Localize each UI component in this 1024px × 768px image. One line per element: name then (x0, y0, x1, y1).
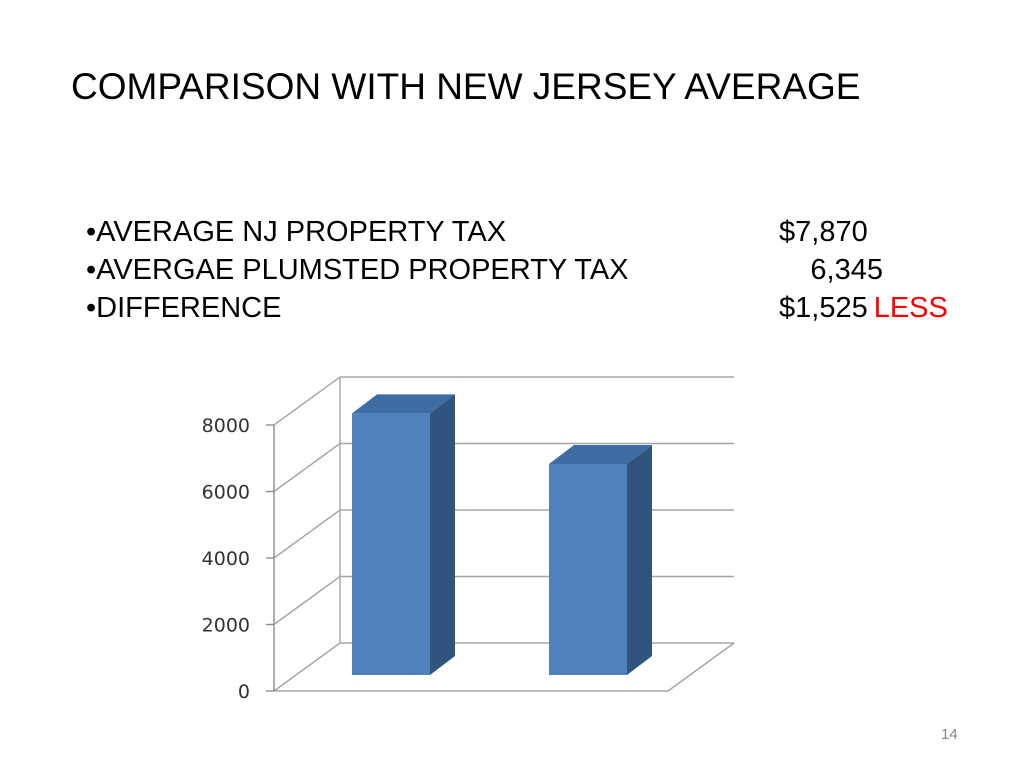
chart-bars (352, 394, 652, 675)
bullet-label: •AVERAGE NJ PROPERTY TAX (86, 216, 507, 248)
floor-right-edge (667, 642, 735, 692)
bar-front-face (352, 413, 430, 675)
bullet-value: 6,345 (810, 254, 883, 286)
difference-amount: $1,525 (779, 292, 868, 324)
chart-y-axis: 0 2000 4000 6000 8000 (202, 415, 275, 703)
bullet-value: $1,525 LESS (779, 289, 948, 327)
bar-side-face (627, 445, 652, 675)
page-number: 14 (941, 726, 958, 743)
y-tick-label: 4000 (202, 548, 250, 570)
y-tick-label: 6000 (202, 482, 250, 504)
bullet-value: $7,870 (779, 216, 868, 248)
bar-top-face (352, 394, 455, 414)
bar-front-face (549, 464, 627, 675)
y-tick-label: 2000 (202, 615, 250, 637)
y-tick-label: 0 (238, 681, 250, 703)
chart-grid (273, 376, 735, 692)
gridline-diagonal (273, 575, 341, 626)
gridline-diagonal (273, 642, 341, 692)
gridline-diagonal (273, 509, 341, 559)
bar (352, 394, 455, 675)
less-label: LESS (873, 292, 948, 324)
slide-title: COMPARISON WITH NEW JERSEY AVERAGE (71, 66, 861, 107)
bar-top-face (549, 445, 652, 465)
bar-side-face (430, 394, 455, 675)
bullet-label: •DIFFERENCE (86, 292, 282, 324)
bullet-label: •AVERGAE PLUMSTED PROPERTY TAX (86, 254, 629, 286)
gridline-diagonal (273, 442, 341, 493)
gridline-diagonal (273, 376, 341, 426)
y-tick-label: 8000 (202, 415, 250, 437)
bar (549, 445, 652, 675)
